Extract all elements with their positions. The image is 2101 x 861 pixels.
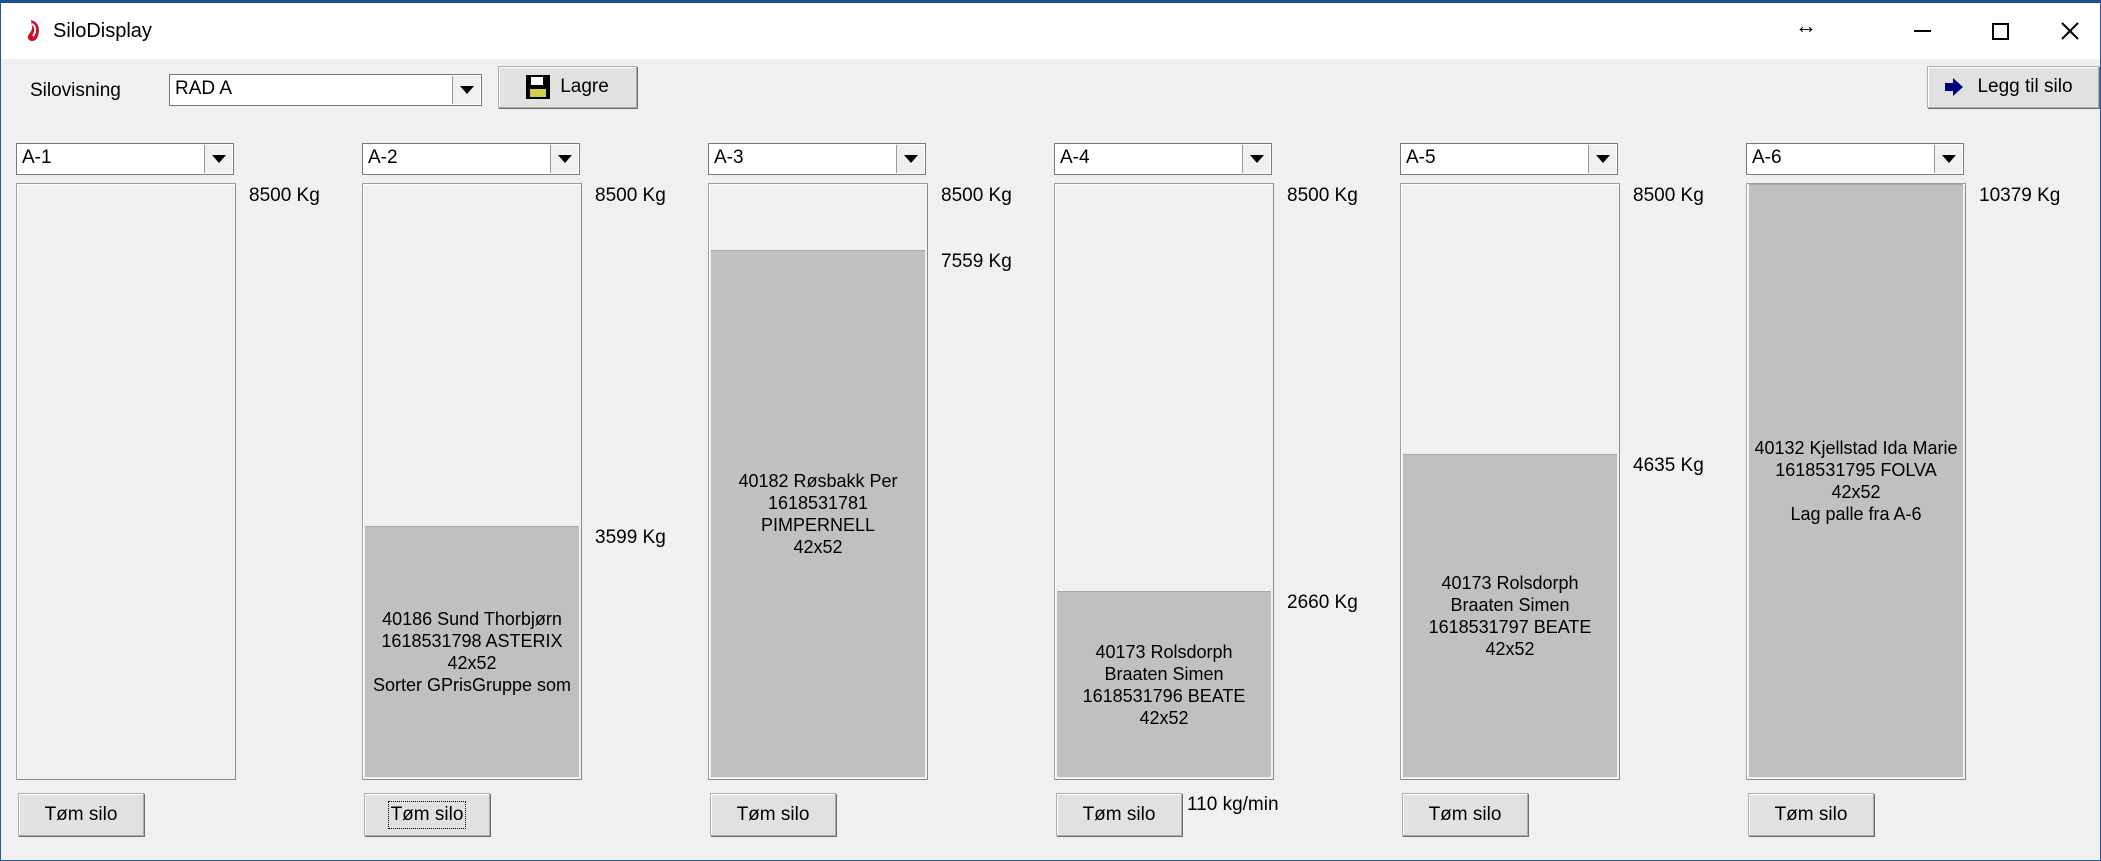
chevron-down-icon[interactable] bbox=[204, 145, 232, 173]
silo-level-bar: 40182 Røsbakk Per 1618531781 PIMPERNELL … bbox=[708, 183, 928, 780]
capacity-label: 8500 Kg bbox=[941, 185, 1012, 206]
silo-column: A-4 40173 Rolsdorph Braaten Simen 161853… bbox=[1054, 143, 1394, 843]
capacity-label: 10379 Kg bbox=[1979, 185, 2061, 206]
fill-level-label: 3599 Kg bbox=[595, 527, 666, 548]
chevron-down-icon[interactable] bbox=[1242, 145, 1270, 173]
capacity-label: 8500 Kg bbox=[1287, 185, 1358, 206]
capacity-label: 8500 Kg bbox=[1633, 185, 1704, 206]
close-icon bbox=[2061, 22, 2079, 40]
empty-silo-button-label: Tøm silo bbox=[1082, 803, 1156, 825]
fill-level-label: 4635 Kg bbox=[1633, 455, 1704, 476]
flow-rate-label: 110 kg/min bbox=[1187, 794, 1279, 815]
maximize-icon bbox=[1991, 22, 2009, 40]
title-bar[interactable]: SiloDisplay ↔ bbox=[1, 3, 2100, 59]
silo-select[interactable]: A-4 bbox=[1054, 143, 1272, 175]
minimize-button[interactable] bbox=[1883, 3, 1961, 59]
silo-content-text: 40186 Sund Thorbjørn 1618531798 ASTERIX … bbox=[372, 609, 572, 695]
chevron-down-icon[interactable] bbox=[1934, 145, 1962, 173]
silo-fill: 40173 Rolsdorph Braaten Simen 1618531796… bbox=[1057, 591, 1271, 777]
silo-fill: 40182 Røsbakk Per 1618531781 PIMPERNELL … bbox=[711, 250, 925, 777]
fill-level-label: 7559 Kg bbox=[941, 251, 1012, 272]
silo-level-bar: 40132 Kjellstad Ida Marie 1618531795 FOL… bbox=[1746, 183, 1966, 780]
silo-select[interactable]: A-1 bbox=[16, 143, 234, 175]
add-silo-button[interactable]: Legg til silo bbox=[1927, 66, 2099, 108]
silo-level-bar: 40186 Sund Thorbjørn 1618531798 ASTERIX … bbox=[362, 183, 582, 780]
silo-column: A-5 40173 Rolsdorph Braaten Simen 161853… bbox=[1400, 143, 1740, 843]
empty-silo-button[interactable]: Tøm silo bbox=[1056, 793, 1182, 836]
resize-icon[interactable]: ↔ bbox=[1795, 13, 1817, 38]
silo-select[interactable]: A-3 bbox=[708, 143, 926, 175]
maximize-button[interactable] bbox=[1961, 3, 2039, 59]
silo-content-text: 40132 Kjellstad Ida Marie 1618531795 FOL… bbox=[1754, 438, 1958, 524]
silo-select[interactable]: A-5 bbox=[1400, 143, 1618, 175]
silo-select-value: A-3 bbox=[714, 147, 744, 168]
empty-silo-button-label: Tøm silo bbox=[1428, 803, 1502, 825]
chevron-down-icon[interactable] bbox=[1588, 145, 1616, 173]
app-icon bbox=[27, 20, 39, 41]
empty-silo-button[interactable]: Tøm silo bbox=[1402, 793, 1528, 836]
view-select[interactable]: RAD A bbox=[169, 74, 482, 106]
empty-silo-button-label: Tøm silo bbox=[1774, 803, 1848, 825]
silo-select-value: A-6 bbox=[1752, 147, 1782, 168]
silo-content-text: 40182 Røsbakk Per 1618531781 PIMPERNELL … bbox=[738, 471, 898, 557]
empty-silo-button-label: Tøm silo bbox=[736, 803, 810, 825]
close-button[interactable] bbox=[2039, 3, 2101, 59]
arrow-right-icon bbox=[1945, 78, 1964, 96]
silo-level-bar bbox=[16, 183, 236, 780]
silo-fill: 40186 Sund Thorbjørn 1618531798 ASTERIX … bbox=[365, 526, 579, 777]
silo-content-text: 40173 Rolsdorph Braaten Simen 1618531797… bbox=[1428, 573, 1592, 659]
silo-column: A-3 40182 Røsbakk Per 1618531781 PIMPERN… bbox=[708, 143, 1048, 843]
minimize-icon bbox=[1913, 30, 1931, 32]
fill-level-label: 2660 Kg bbox=[1287, 592, 1358, 613]
silo-select-value: A-1 bbox=[22, 147, 52, 168]
silo-column: A-6 40132 Kjellstad Ida Marie 1618531795… bbox=[1746, 143, 2086, 843]
add-silo-button-label: Legg til silo bbox=[1977, 76, 2073, 97]
silo-level-bar: 40173 Rolsdorph Braaten Simen 1618531797… bbox=[1400, 183, 1620, 780]
view-select-value: RAD A bbox=[175, 78, 233, 99]
empty-silo-button[interactable]: Tøm silo bbox=[18, 793, 144, 836]
chevron-down-icon[interactable] bbox=[550, 145, 578, 173]
empty-silo-button[interactable]: Tøm silo bbox=[364, 793, 490, 836]
silo-level-bar: 40173 Rolsdorph Braaten Simen 1618531796… bbox=[1054, 183, 1274, 780]
empty-silo-button-label: Tøm silo bbox=[44, 803, 118, 825]
silo-select-value: A-5 bbox=[1406, 147, 1436, 168]
save-button-label: Lagre bbox=[560, 76, 609, 97]
silo-select-value: A-4 bbox=[1060, 147, 1090, 168]
silo-column: A-1 8500 Kg Tøm silo bbox=[16, 143, 356, 843]
silo-select[interactable]: A-6 bbox=[1746, 143, 1964, 175]
view-label: Silovisning bbox=[30, 80, 121, 101]
chevron-down-icon[interactable] bbox=[452, 76, 480, 104]
floppy-disk-icon bbox=[526, 75, 551, 99]
silo-content-text: 40173 Rolsdorph Braaten Simen 1618531796… bbox=[1082, 641, 1246, 728]
capacity-label: 8500 Kg bbox=[249, 185, 320, 206]
silo-select[interactable]: A-2 bbox=[362, 143, 580, 175]
window-title: SiloDisplay bbox=[53, 20, 152, 42]
capacity-label: 8500 Kg bbox=[595, 185, 666, 206]
silo-column: A-2 40186 Sund Thorbjørn 1618531798 ASTE… bbox=[362, 143, 702, 843]
silo-fill: 40132 Kjellstad Ida Marie 1618531795 FOL… bbox=[1749, 184, 1963, 777]
silo-select-value: A-2 bbox=[368, 147, 398, 168]
empty-silo-button-label: Tøm silo bbox=[387, 800, 467, 829]
silo-fill: 40173 Rolsdorph Braaten Simen 1618531797… bbox=[1403, 454, 1617, 777]
chevron-down-icon[interactable] bbox=[896, 145, 924, 173]
empty-silo-button[interactable]: Tøm silo bbox=[1748, 793, 1874, 836]
save-button[interactable]: Lagre bbox=[498, 66, 637, 108]
empty-silo-button[interactable]: Tøm silo bbox=[710, 793, 836, 836]
